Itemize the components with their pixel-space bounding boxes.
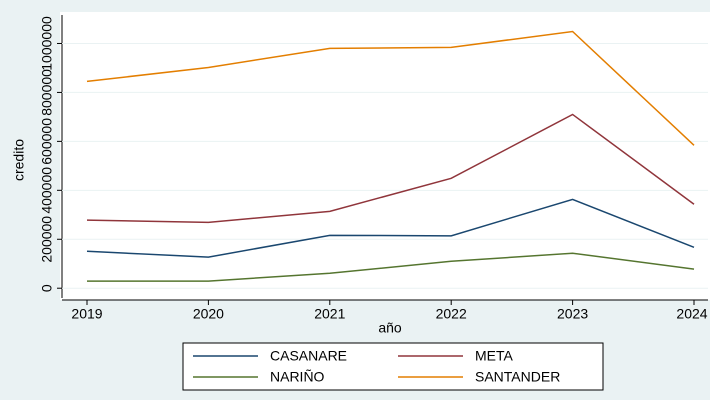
- legend-label: SANTANDER: [475, 369, 560, 385]
- legend-box: [182, 342, 604, 391]
- series-line: [86, 113, 695, 224]
- x-tick-label: 2019: [71, 306, 102, 322]
- series-line: [86, 30, 695, 146]
- y-tick-label: 200000: [39, 216, 55, 263]
- y-tick-label: 0: [39, 284, 55, 292]
- y-tick-label: 400000: [39, 167, 55, 214]
- legend-label: CASANARE: [270, 348, 347, 364]
- x-tick-label: 2021: [314, 306, 345, 322]
- x-tick-label: 2024: [676, 306, 707, 322]
- x-tick-label: 2020: [193, 306, 224, 322]
- series-line: [87, 252, 695, 282]
- x-tick-label: 2023: [557, 306, 588, 322]
- y-tick-label: 800000: [39, 69, 55, 116]
- plot-area: [60, 12, 710, 300]
- x-axis-title: año: [378, 320, 402, 336]
- series-line: [86, 198, 695, 258]
- y-tick-label: 1000000: [39, 16, 55, 71]
- x-tick-label: 2022: [436, 306, 467, 322]
- legend-label: META: [475, 348, 514, 364]
- legend-label: NARIÑO: [270, 369, 325, 385]
- y-tick-label: 600000: [39, 118, 55, 165]
- y-axis-title: credito: [11, 139, 27, 181]
